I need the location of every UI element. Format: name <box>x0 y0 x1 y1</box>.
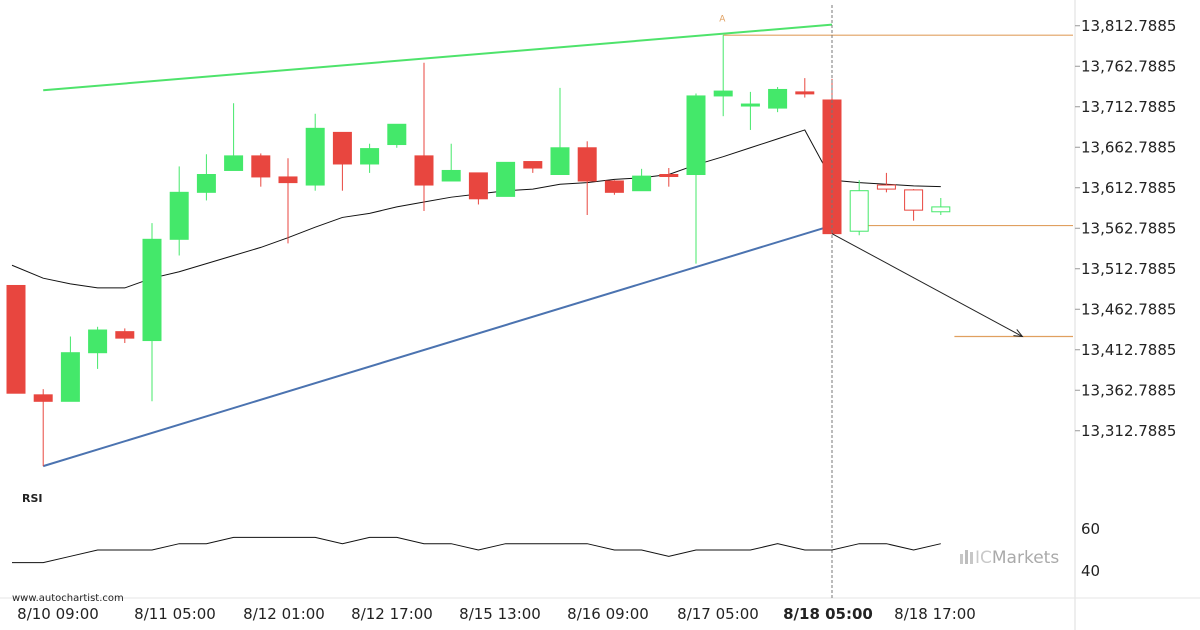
y-tick-label: 13,762.7885 <box>1081 57 1176 75</box>
x-tick-label: 8/11 05:00 <box>134 605 216 623</box>
candle-body <box>876 184 896 190</box>
candle-body <box>604 180 624 193</box>
y-tick-label: 13,662.7885 <box>1081 138 1176 156</box>
candle-body <box>224 155 244 171</box>
source-url: www.autochartist.com <box>12 593 124 604</box>
rsi-tick-label: 60 <box>1081 520 1100 538</box>
candle-body <box>115 331 135 339</box>
pattern-marker-label: A <box>719 15 726 25</box>
forecast-arrow-line <box>831 233 1023 337</box>
brand-logo: ICMarkets <box>960 548 1059 568</box>
candle-body <box>60 352 80 402</box>
rsi-panel: 60 40 <box>12 520 1100 580</box>
candle-body <box>740 103 760 107</box>
x-tick-label: 8/17 05:00 <box>677 605 759 623</box>
y-tick-label: 13,812.7885 <box>1081 17 1176 35</box>
upper-trendline <box>43 23 833 92</box>
x-tick-label: 8/18 17:00 <box>894 605 976 623</box>
candle-body <box>441 169 461 182</box>
candle-body <box>795 91 815 95</box>
candle-body <box>196 174 216 193</box>
candle-body <box>768 88 788 109</box>
rsi-tick-label: 40 <box>1081 562 1100 580</box>
x-tick-label: 8/12 01:00 <box>243 605 325 623</box>
candle-body <box>550 147 570 176</box>
x-tick-label: 8/12 17:00 <box>351 605 433 623</box>
candle-body <box>632 175 652 192</box>
time-axis: 8/10 09:00 8/11 05:00 8/12 01:00 8/12 17:00… <box>17 605 976 623</box>
rsi-series <box>12 536 941 564</box>
candle-body <box>33 394 53 402</box>
candle-body <box>686 95 706 176</box>
candle-body <box>659 174 679 178</box>
candle-body <box>387 123 407 146</box>
rsi-label: RSI <box>22 492 43 505</box>
candle-body <box>251 155 271 178</box>
brand-bars-icon <box>960 550 973 564</box>
y-tick-label: 13,612.7885 <box>1081 179 1176 197</box>
price-axis: 13,862.788513,812.788513,762.788513,712.… <box>1075 17 1176 440</box>
brand-suffix: Markets <box>992 548 1059 568</box>
y-tick-label: 13,412.7885 <box>1081 341 1176 359</box>
x-tick-label: 8/15 13:00 <box>459 605 541 623</box>
forecast-arrow-head <box>1013 329 1024 338</box>
x-tick-label: 8/10 09:00 <box>17 605 99 623</box>
candle-body <box>496 161 516 197</box>
candle-body <box>468 172 488 200</box>
lower-trendline <box>42 224 833 468</box>
brand-name: ICMarkets <box>975 548 1059 568</box>
y-tick-label: 13,312.7885 <box>1081 422 1176 440</box>
candle-body <box>577 147 597 182</box>
candle-body <box>88 329 108 354</box>
candlesticks <box>6 35 951 467</box>
candle-body <box>332 131 352 165</box>
trendlines <box>42 23 833 468</box>
candle-body <box>849 190 869 232</box>
brand-prefix: IC <box>975 548 992 568</box>
candle-body <box>931 206 951 213</box>
candle-body <box>6 284 26 394</box>
annotations: A <box>719 5 1024 600</box>
candle-body <box>305 127 325 186</box>
x-tick-label: 8/16 09:00 <box>567 605 649 623</box>
candle-body <box>904 189 924 211</box>
candle-body <box>414 155 434 186</box>
candle-body <box>169 191 189 240</box>
candle-body <box>142 238 162 342</box>
y-tick-label: 13,362.7885 <box>1081 381 1176 399</box>
y-tick-label: 13,512.7885 <box>1081 260 1176 278</box>
candle-body <box>278 176 298 184</box>
candle-body <box>713 90 733 97</box>
x-tick-label: 8/18 05:00 <box>783 605 873 623</box>
y-tick-label: 13,462.7885 <box>1081 300 1176 318</box>
horizontal-levels <box>723 34 1073 338</box>
candle-body <box>360 148 380 165</box>
y-tick-label: 13,562.7885 <box>1081 219 1176 237</box>
candle-body <box>523 161 543 169</box>
y-tick-label: 13,712.7885 <box>1081 98 1176 116</box>
